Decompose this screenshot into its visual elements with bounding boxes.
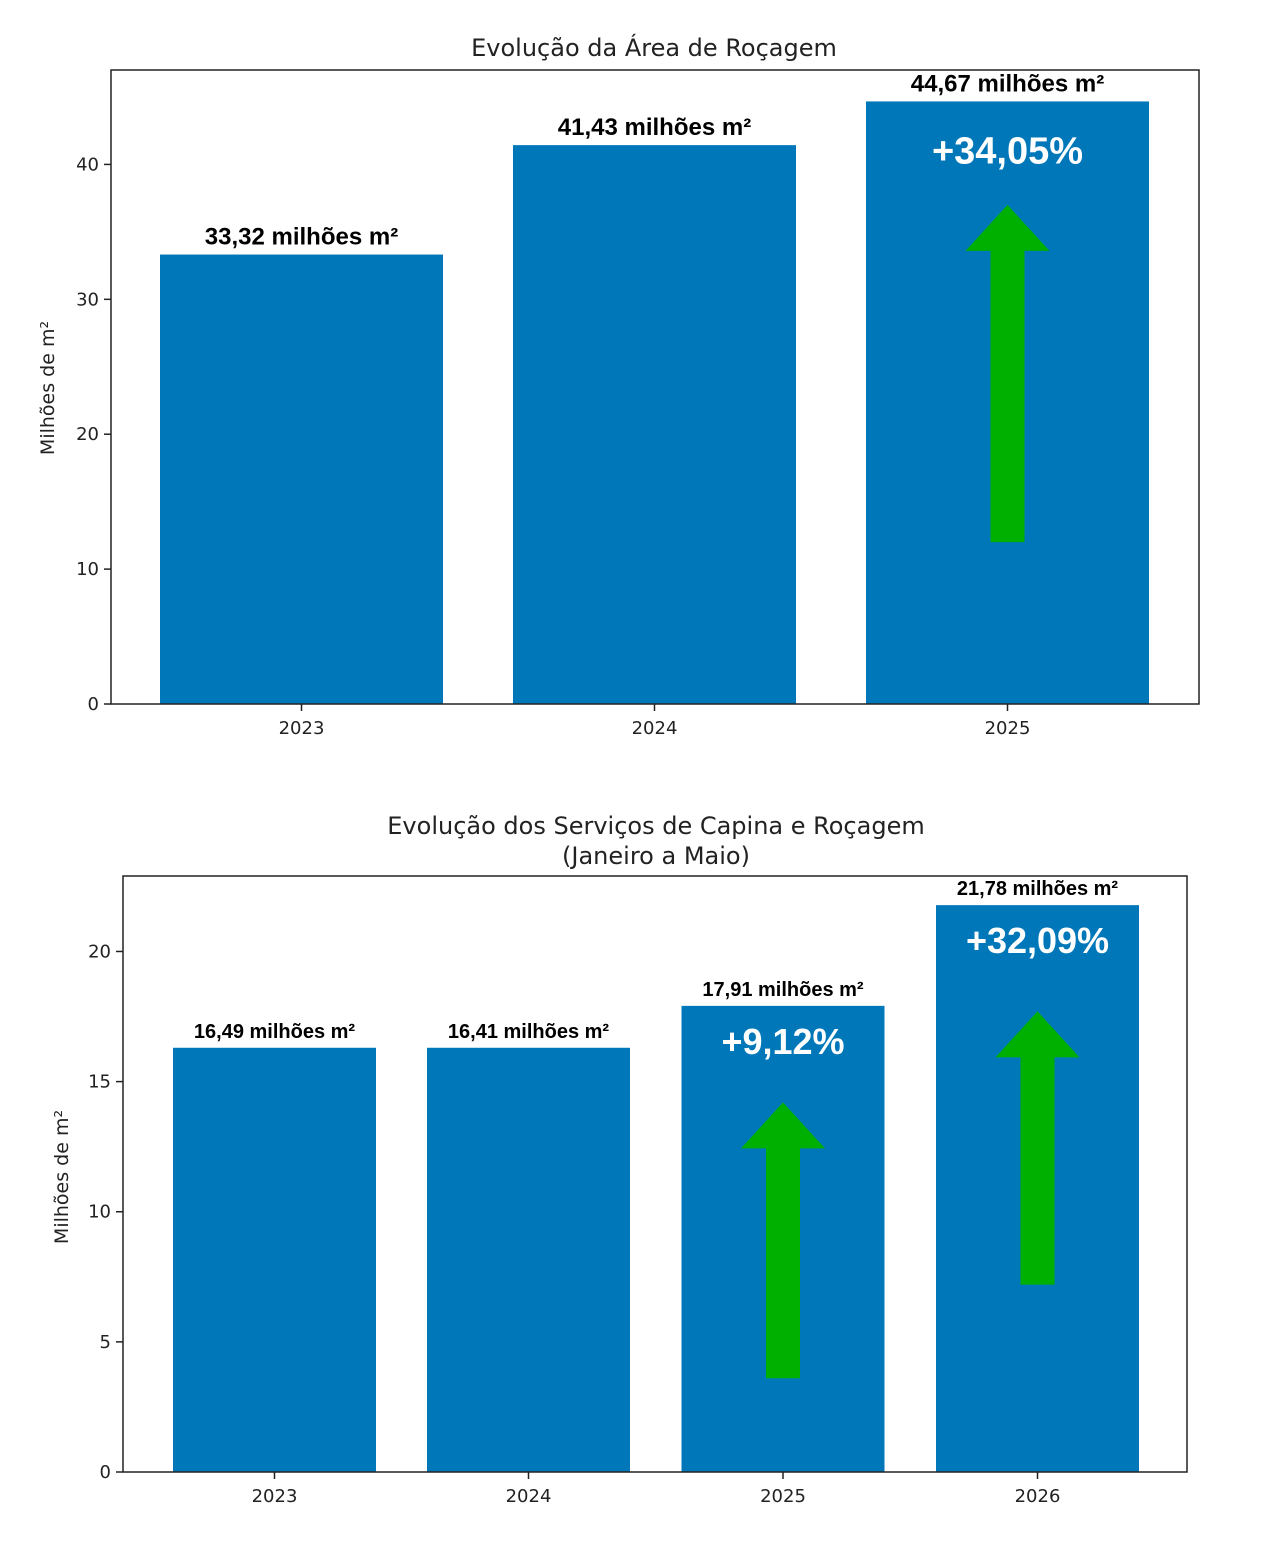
x-tick-label: 2023 xyxy=(252,1486,298,1507)
x-tick-label: 2025 xyxy=(760,1486,806,1507)
x-tick-label: 2024 xyxy=(632,718,678,739)
chart-title: Evolução da Área de Roçagem xyxy=(471,33,837,62)
data-label: 17,91 milhões m² xyxy=(702,979,864,1001)
plot-frame xyxy=(122,875,1188,1473)
growth-percent-label: +32,09% xyxy=(966,920,1109,961)
y-tick-label: 40 xyxy=(76,154,99,175)
y-tick-label: 10 xyxy=(76,559,99,580)
bar-2023 xyxy=(160,254,443,704)
y-tick-label: 5 xyxy=(100,1332,111,1353)
y-tick-label: 15 xyxy=(88,1072,111,1093)
data-label: 41,43 milhões m² xyxy=(558,114,751,141)
y-tick-label: 30 xyxy=(76,289,99,310)
chart-subtitle: (Janeiro a Maio) xyxy=(562,842,750,870)
data-label: 16,41 milhões m² xyxy=(448,1021,610,1043)
bar-2023 xyxy=(173,1047,376,1472)
growth-arrow-icon xyxy=(741,1102,825,1379)
bar-2024 xyxy=(427,1047,630,1472)
growth-arrow-icon xyxy=(995,1011,1080,1285)
x-tick-label: 2026 xyxy=(1015,1486,1061,1507)
y-tick-label: 0 xyxy=(100,1462,111,1483)
y-tick-label: 10 xyxy=(88,1202,111,1223)
chart-capina-rocagem: Evolução dos Serviços de Capina e Roçage… xyxy=(51,812,1188,1507)
bar-2024 xyxy=(513,145,796,704)
data-label: 16,49 milhões m² xyxy=(194,1021,356,1043)
chart-title: Evolução dos Serviços de Capina e Roçage… xyxy=(387,812,924,840)
y-axis-label: Milhões de m² xyxy=(51,1110,73,1244)
chart-area-rocagem: Evolução da Área de Roçagem Milhões de m… xyxy=(37,33,1200,739)
growth-percent-label: +34,05% xyxy=(932,130,1083,172)
growth-arrow-icon xyxy=(965,204,1050,543)
y-tick-label: 20 xyxy=(76,424,99,445)
data-label: 44,67 milhões m² xyxy=(911,70,1104,97)
x-tick-label: 2025 xyxy=(985,718,1031,739)
growth-percent-label: +9,12% xyxy=(721,1021,844,1062)
x-tick-label: 2024 xyxy=(506,1486,552,1507)
y-axis-label: Milhões de m² xyxy=(37,321,59,455)
data-label: 33,32 milhões m² xyxy=(205,224,398,251)
x-tick-label: 2023 xyxy=(279,718,325,739)
y-tick-label: 20 xyxy=(88,941,111,962)
data-label: 21,78 milhões m² xyxy=(957,878,1119,900)
y-tick-label: 0 xyxy=(88,694,99,715)
